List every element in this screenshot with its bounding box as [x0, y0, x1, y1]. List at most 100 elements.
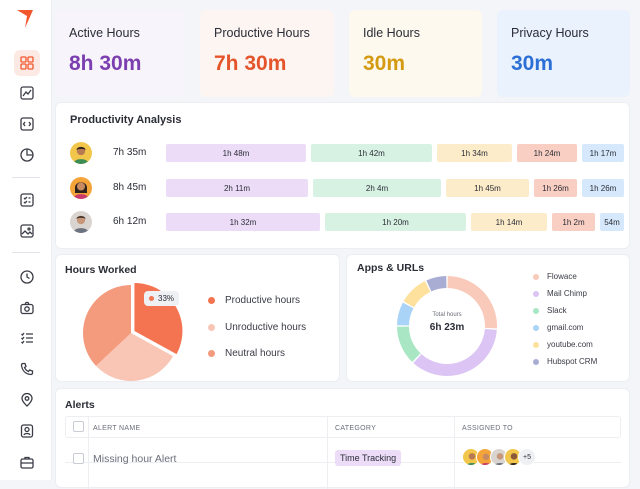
trend-chart-icon	[20, 86, 34, 100]
productivity-row[interactable]: 6h 12m 1h 32m 1h 20m 1h 14m 1h 2m 54m	[56, 211, 631, 233]
pie-slice	[83, 285, 131, 366]
donut-segment	[426, 276, 447, 292]
nav-reports[interactable]	[14, 142, 40, 168]
time-segment: 1h 32m	[166, 213, 320, 231]
legend-dot	[533, 358, 539, 365]
legend-neutral: Neutral hours	[208, 348, 285, 359]
app-item-slack[interactable]: Slack	[533, 306, 567, 315]
table-header	[65, 416, 621, 438]
location-pin-icon	[21, 392, 33, 407]
assignee-avatars[interactable]: +5	[462, 448, 536, 466]
pie-slice	[96, 333, 174, 381]
hours-worked-panel: Hours Worked 33% Productive hours Unrodu…	[55, 254, 340, 382]
briefcase-icon	[20, 456, 34, 469]
nav-checklist[interactable]	[14, 187, 40, 213]
stat-value: 30m	[511, 52, 554, 75]
app-item-flowace[interactable]: Flowace	[533, 272, 577, 281]
stat-label: Privacy Hours	[511, 26, 589, 40]
productivity-row[interactable]: 7h 35m 1h 48m 1h 42m 1h 34m 1h 24m 1h 17…	[56, 142, 631, 164]
stat-label: Productive Hours	[214, 26, 310, 40]
total-hours: 6h 12m	[113, 216, 147, 227]
row-checkbox[interactable]	[73, 453, 84, 464]
nav-trends[interactable]	[14, 80, 40, 106]
app-label: gmail.com	[547, 323, 584, 332]
donut-segment	[397, 302, 414, 326]
app-logo[interactable]	[15, 8, 35, 30]
code-icon	[20, 117, 34, 131]
total-hours: 7h 35m	[113, 147, 147, 158]
app-label: youtube.com	[547, 340, 593, 349]
nav-screenshots[interactable]	[14, 218, 40, 244]
section-title: Alerts	[65, 399, 95, 411]
time-segment: 1h 26m	[582, 179, 624, 197]
column-header-category[interactable]: CATEGORY	[335, 424, 377, 432]
app-item-mailchimp[interactable]: Mail Chimp	[533, 289, 587, 298]
alert-name: Missing hour Alert	[93, 453, 177, 465]
time-segment: 1h 26m	[534, 179, 577, 197]
apps-donut-chart	[397, 276, 497, 376]
productivity-row[interactable]: 8h 45m 2h 11m 2h 4m 1h 45m 1h 26m 1h 26m	[56, 177, 631, 199]
section-title: Productivity Analysis	[70, 114, 182, 126]
legend-dot	[533, 307, 539, 314]
time-segment: 54m	[600, 213, 624, 231]
app-item-hubspot[interactable]: Hubspot CRM	[533, 357, 597, 366]
alerts-panel: Alerts ALERT NAME CATEGORY ASSIGNED TO M…	[55, 388, 630, 489]
donut-center-value: 6h 23m	[429, 322, 465, 333]
donut-segment	[397, 326, 421, 362]
legend-label: Productive hours	[225, 295, 301, 306]
time-segment: 1h 17m	[582, 144, 624, 162]
time-segment: 1h 48m	[166, 144, 306, 162]
nav-projects[interactable]	[14, 449, 40, 475]
stat-card-privacy: Privacy Hours 30m	[497, 10, 630, 97]
stat-card-idle: Idle Hours 30m	[349, 10, 482, 97]
total-hours: 8h 45m	[113, 182, 147, 193]
nav-timesheet[interactable]	[14, 264, 40, 290]
nav-calls[interactable]	[14, 356, 40, 382]
select-all-checkbox[interactable]	[73, 421, 84, 432]
legend-label: Unroductive hours	[225, 322, 307, 333]
legend-productive: Productive hours	[208, 295, 300, 306]
time-segment: 1h 24m	[517, 144, 577, 162]
nav-tasks[interactable]	[14, 325, 40, 351]
time-segment: 1h 14m	[471, 213, 547, 231]
stat-card-active: Active Hours 8h 30m	[55, 10, 185, 97]
sidebar-divider	[12, 252, 40, 253]
legend-dot	[208, 350, 215, 357]
column-divider	[454, 416, 455, 489]
dashboard-icon	[20, 56, 34, 70]
legend-dot	[533, 341, 539, 348]
time-segment: 1h 42m	[311, 144, 432, 162]
legend-label: Neutral hours	[225, 348, 286, 359]
nav-dashboard[interactable]	[14, 50, 40, 76]
column-header-alert-name[interactable]: ALERT NAME	[93, 424, 141, 432]
nav-camera[interactable]	[14, 295, 40, 321]
app-label: Hubspot CRM	[547, 357, 598, 366]
app-item-youtube[interactable]: youtube.com	[533, 340, 593, 349]
image-icon	[20, 224, 34, 238]
nav-location[interactable]	[14, 387, 40, 413]
nav-users[interactable]	[14, 418, 40, 444]
percentage-badge: 33%	[144, 291, 180, 306]
nav-code[interactable]	[14, 111, 40, 137]
app-item-gmail[interactable]: gmail.com	[533, 323, 583, 332]
time-segment: 2h 11m	[166, 179, 308, 197]
app-label: Slack	[547, 306, 567, 315]
avatar	[70, 211, 92, 233]
pie-chart-icon	[20, 148, 34, 162]
column-divider	[88, 416, 89, 489]
camera-icon	[20, 301, 34, 315]
sidebar	[0, 0, 52, 480]
section-title: Apps & URLs	[357, 262, 425, 274]
legend-dot	[533, 324, 539, 331]
legend-dot	[208, 324, 215, 331]
legend-dot	[533, 273, 539, 280]
category-badge: Time Tracking	[335, 450, 402, 466]
avatar	[70, 177, 92, 199]
badge-value: 33%	[158, 294, 175, 303]
stat-value: 7h 30m	[214, 52, 287, 75]
donut-center-label: Total hours	[432, 312, 462, 318]
legend-unproductive: Unroductive hours	[208, 322, 306, 333]
time-segment: 1h 45m	[446, 179, 529, 197]
section-title: Hours Worked	[65, 264, 137, 276]
column-header-assigned-to[interactable]: ASSIGNED TO	[462, 424, 513, 432]
